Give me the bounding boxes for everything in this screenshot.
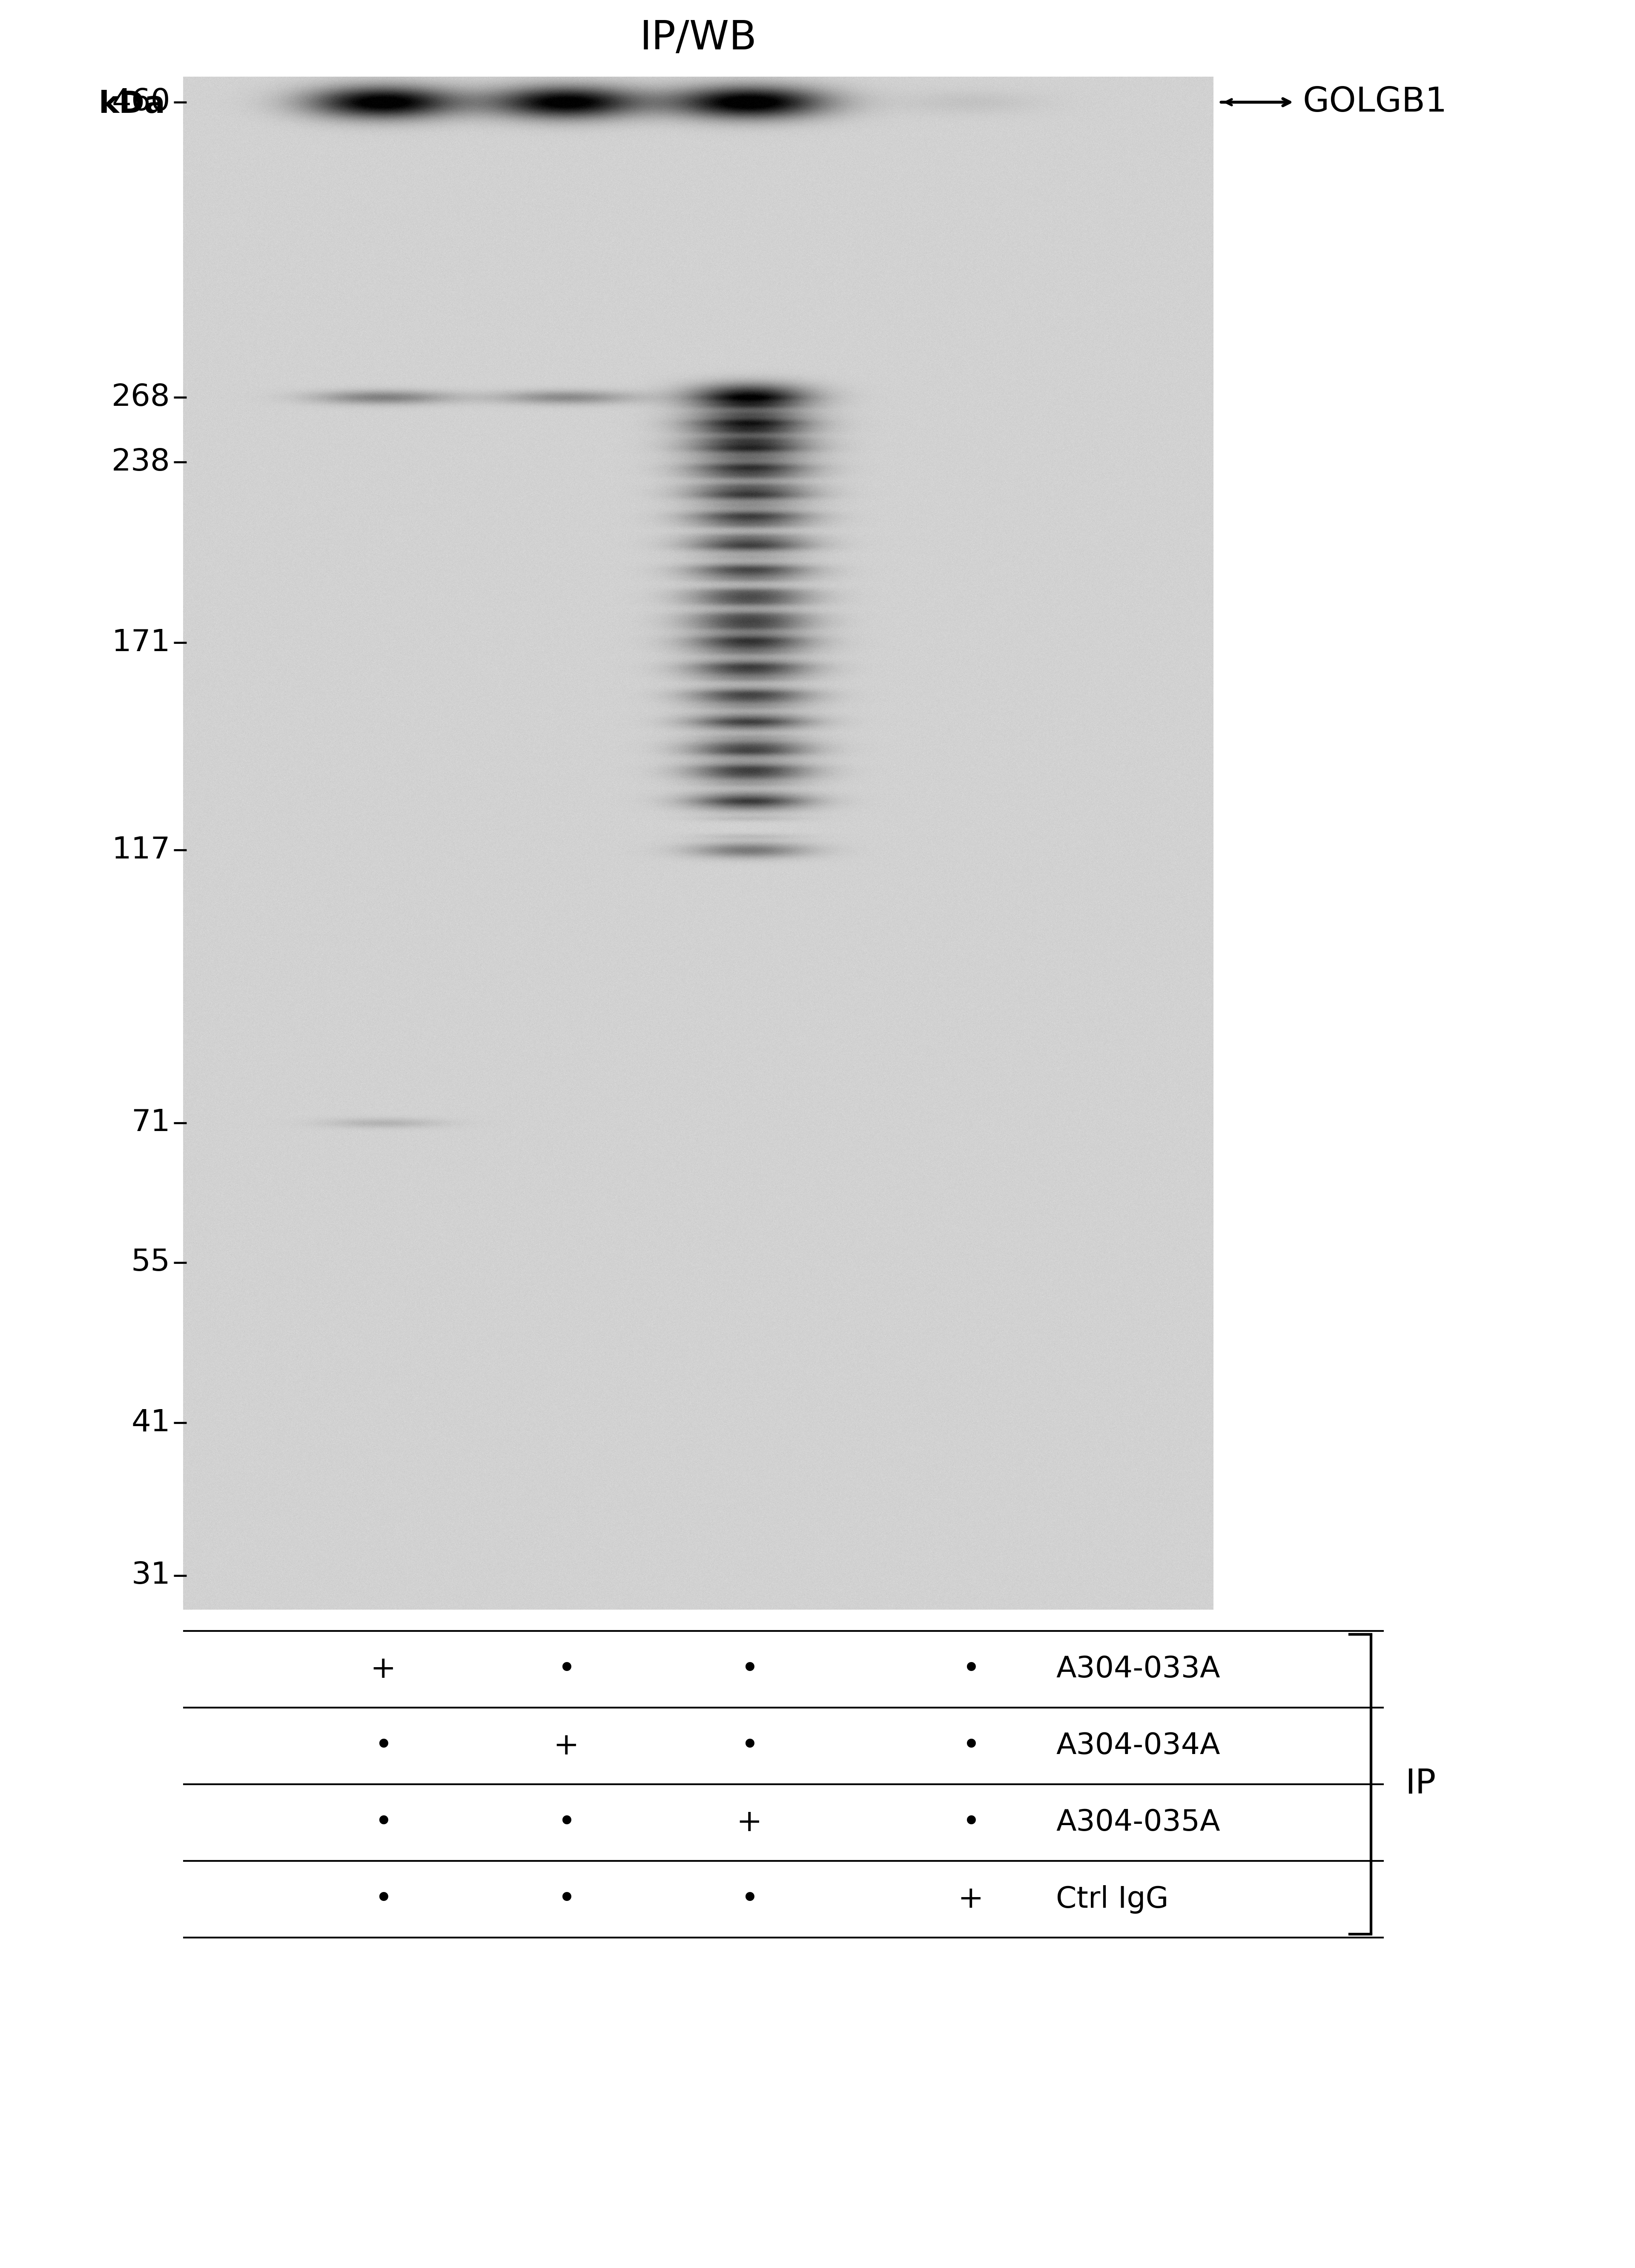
Text: •: • (374, 1730, 392, 1760)
Text: •: • (374, 1885, 392, 1914)
Text: 460: 460 (111, 88, 170, 118)
Text: A304-033A: A304-033A (1056, 1656, 1220, 1683)
Text: IP/WB: IP/WB (639, 18, 757, 59)
Text: •: • (961, 1730, 979, 1760)
Text: •: • (961, 1656, 979, 1683)
Text: 117: 117 (111, 835, 170, 864)
Text: IP: IP (1404, 1767, 1436, 1801)
Text: •: • (741, 1885, 759, 1914)
Text: •: • (558, 1808, 576, 1837)
Text: kDa: kDa (98, 91, 165, 118)
Text: +: + (370, 1656, 396, 1683)
Text: •: • (558, 1885, 576, 1914)
Text: +: + (736, 1808, 762, 1837)
Text: 41: 41 (131, 1408, 170, 1438)
Text: •: • (961, 1808, 979, 1837)
Text: 55: 55 (131, 1247, 170, 1277)
Text: 31: 31 (131, 1560, 170, 1590)
Text: •: • (558, 1656, 576, 1683)
Text: GOLGB1: GOLGB1 (1303, 86, 1447, 118)
Bar (186, 79, 1210, 1606)
Text: +: + (553, 1730, 579, 1760)
Text: A304-034A: A304-034A (1056, 1733, 1220, 1760)
Text: +: + (958, 1885, 984, 1914)
Text: A304-035A: A304-035A (1056, 1808, 1220, 1837)
Text: •: • (374, 1808, 392, 1837)
Text: Ctrl IgG: Ctrl IgG (1056, 1885, 1169, 1914)
Text: 238: 238 (111, 447, 170, 476)
Text: •: • (741, 1656, 759, 1683)
Text: 171: 171 (111, 628, 170, 658)
Bar (183, 77, 1213, 1610)
Text: 71: 71 (131, 1109, 170, 1139)
Text: •: • (741, 1730, 759, 1760)
Text: 268: 268 (111, 383, 170, 413)
